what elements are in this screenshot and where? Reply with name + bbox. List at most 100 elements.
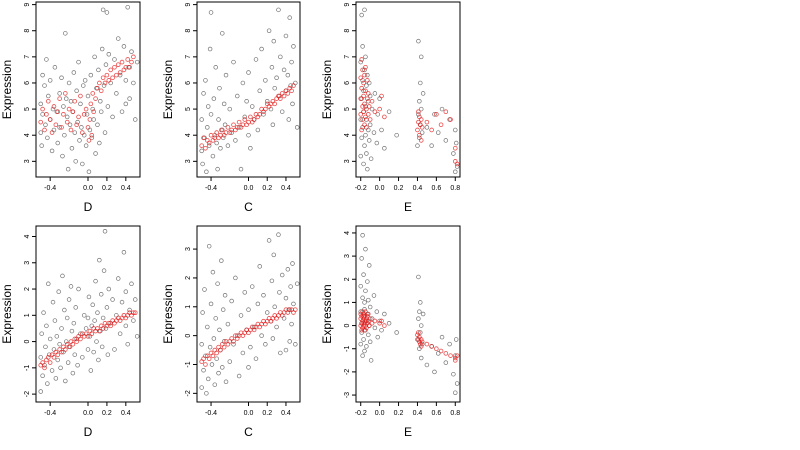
observed-point: [418, 300, 423, 305]
observed-point: [88, 368, 94, 373]
observed-point: [70, 370, 76, 376]
observed-point: [367, 122, 373, 128]
y-tick-label: 6: [185, 81, 192, 85]
x-axis-label: C: [244, 200, 253, 214]
observed-point: [263, 342, 268, 347]
observed-point: [429, 143, 434, 148]
observed-point: [242, 114, 248, 120]
observed-point: [131, 80, 136, 86]
observed-point: [363, 132, 368, 138]
observed-point: [106, 51, 112, 57]
fitted-point: [454, 161, 460, 167]
fitted-point: [100, 75, 106, 81]
fitted-point: [51, 104, 57, 109]
observed-point: [416, 38, 421, 44]
fitted-point: [131, 54, 136, 60]
observed-point: [38, 355, 43, 360]
observed-point: [81, 313, 87, 318]
observed-point: [75, 362, 80, 368]
fitted-point: [379, 93, 384, 99]
observed-point: [90, 106, 95, 112]
y-tick-label: 8: [185, 29, 192, 33]
fitted-point: [361, 109, 366, 115]
observed-point: [225, 321, 231, 327]
fitted-point: [110, 75, 115, 81]
observed-point: [43, 344, 48, 350]
x-axis-label: D: [84, 425, 93, 439]
x-tick-label: 0.0: [244, 410, 254, 417]
y-tick-label: 3: [185, 247, 192, 251]
observed-point: [272, 85, 277, 91]
observed-point: [83, 143, 89, 148]
y-tick-label: -1: [185, 361, 192, 367]
observed-point: [101, 83, 107, 88]
fitted-point: [203, 362, 208, 367]
observed-point: [45, 381, 50, 386]
fitted-point: [206, 356, 212, 362]
observed-point: [416, 112, 421, 117]
fitted-point: [418, 337, 424, 342]
observed-point: [246, 70, 251, 75]
fitted-point: [218, 347, 223, 353]
observed-point: [133, 117, 138, 122]
observed-point: [364, 83, 369, 88]
fitted-point: [59, 125, 64, 130]
observed-point: [84, 112, 90, 117]
observed-point: [246, 307, 251, 312]
observed-point: [290, 261, 295, 266]
fitted-point: [358, 96, 364, 101]
fitted-point: [242, 117, 248, 122]
observed-point: [227, 106, 233, 112]
observed-point: [248, 146, 253, 151]
x-axis-label: E: [404, 200, 412, 214]
observed-point: [201, 91, 206, 96]
observed-point: [372, 325, 378, 331]
observed-point: [80, 355, 85, 360]
fitted-point: [429, 127, 434, 133]
observed-point: [71, 320, 77, 326]
fitted-point: [81, 112, 87, 117]
observed-point: [104, 10, 110, 15]
observed-point: [66, 297, 72, 302]
fitted-point: [104, 72, 110, 78]
x-tick-label: 0.4: [413, 410, 423, 417]
fitted-point: [369, 98, 375, 104]
observed-point: [276, 232, 281, 237]
observed-point: [199, 148, 204, 154]
observed-point: [210, 269, 216, 275]
observed-point: [73, 305, 78, 310]
observed-point: [68, 284, 74, 289]
observed-point: [263, 78, 268, 83]
observed-point: [217, 85, 222, 91]
observed-point: [127, 307, 132, 313]
y-tick-label: 4: [344, 133, 351, 137]
observed-point: [47, 336, 53, 342]
observed-point: [240, 350, 246, 356]
fitted-point: [87, 117, 93, 122]
fitted-point: [114, 72, 119, 78]
observed-point: [290, 101, 295, 107]
fitted-point: [416, 109, 421, 115]
observed-point: [212, 382, 218, 387]
fitted-point: [360, 117, 365, 122]
fitted-point: [199, 143, 204, 148]
observed-point: [98, 292, 104, 297]
observed-point: [207, 344, 213, 350]
observed-point: [365, 279, 370, 284]
observed-point: [238, 313, 244, 318]
observed-point: [121, 250, 127, 255]
fitted-point: [448, 117, 453, 122]
observed-point: [58, 365, 63, 371]
fitted-point: [201, 356, 206, 362]
observed-point: [119, 299, 125, 305]
observed-point: [123, 323, 129, 329]
observed-point: [85, 347, 91, 352]
fitted-point: [293, 307, 298, 312]
observed-point: [231, 342, 236, 347]
fitted-point: [221, 344, 227, 350]
fitted-point: [358, 75, 364, 81]
y-tick-label: 7: [185, 55, 192, 59]
y-tick-label: 0: [344, 324, 351, 328]
x-tick-label: 0.6: [431, 185, 441, 192]
observed-point: [255, 127, 261, 133]
